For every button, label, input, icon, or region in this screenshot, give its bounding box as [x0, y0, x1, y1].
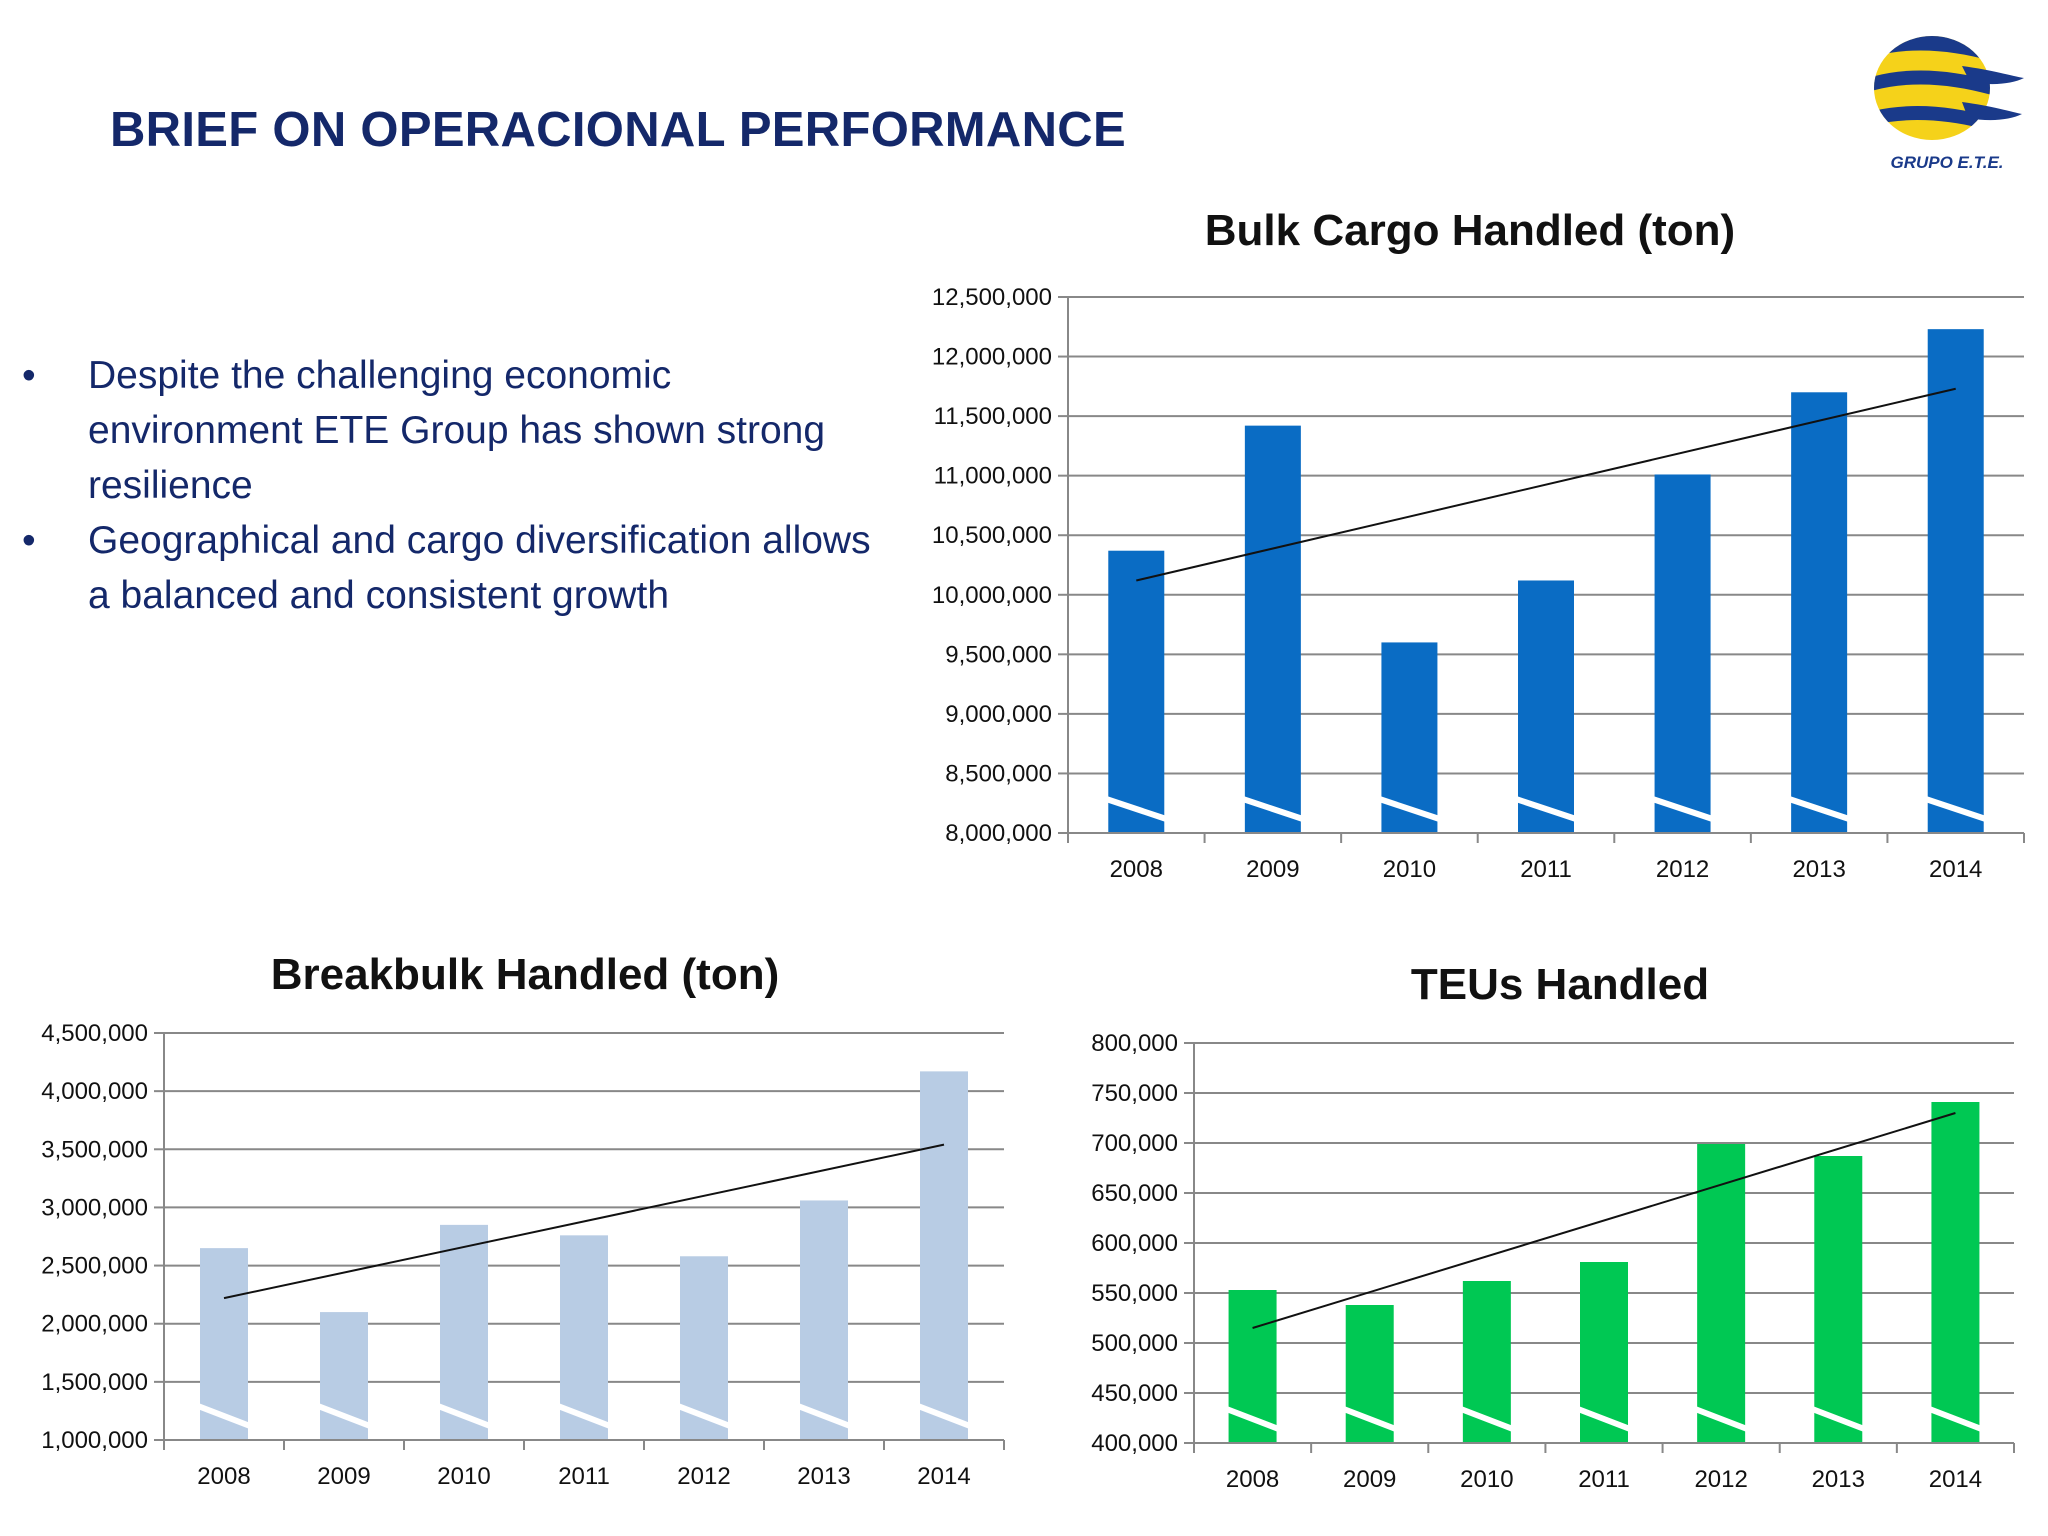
teu-xtick-label: 2013	[1812, 1466, 1865, 1493]
breakbulk-xtick-label: 2010	[437, 1463, 490, 1490]
bulk-chart-title: Bulk Cargo Handled (ton)	[1204, 206, 1736, 255]
bulk-bar-2012	[1654, 474, 1711, 833]
bulk-ytick-label: 12,500,000	[932, 284, 1052, 311]
teu-ytick-label: 750,000	[1091, 1080, 1178, 1107]
bullet-list: Despite the challenging economic environ…	[20, 348, 880, 623]
bulk-axis-break-mark	[1105, 796, 1168, 822]
bullet-item: Geographical and cargo diversification a…	[20, 513, 880, 623]
teu-xtick-label: 2009	[1343, 1466, 1396, 1493]
teu-xtick-label: 2008	[1226, 1466, 1279, 1493]
bulk-ytick-label: 9,000,000	[945, 701, 1052, 728]
bulk-axis-break-mark	[1515, 796, 1577, 822]
breakbulk-ytick-label: 3,000,000	[41, 1194, 148, 1221]
bulk-bar-2009	[1244, 425, 1301, 833]
breakbulk-bar-2011	[560, 1235, 608, 1440]
bulk-xtick-label: 2009	[1246, 856, 1299, 883]
bulk-xtick-label: 2014	[1929, 856, 1982, 883]
teu-ytick-label: 450,000	[1091, 1380, 1178, 1407]
bulk-xtick-label: 2010	[1383, 856, 1436, 883]
teu-xtick-label: 2012	[1694, 1466, 1747, 1493]
bulk-xtick-label: 2008	[1110, 856, 1163, 883]
breakbulk-xtick-label: 2013	[797, 1463, 850, 1490]
teu-xtick-label: 2011	[1578, 1466, 1630, 1493]
breakbulk-ytick-label: 3,500,000	[41, 1136, 148, 1163]
bulk-bar-2013	[1791, 392, 1848, 833]
breakbulk-bar-2013	[800, 1200, 848, 1440]
bulk-bar-2008	[1108, 550, 1165, 833]
bulk-bar-2014	[1927, 329, 1984, 833]
breakbulk-axis-break-mark	[796, 1403, 852, 1429]
teu-axis-break-mark	[1928, 1406, 1983, 1432]
teu-axis-break-mark	[1459, 1406, 1514, 1432]
teu-ytick-label: 600,000	[1091, 1230, 1178, 1257]
teu-chart-title: TEUs Handled	[1410, 960, 1710, 1009]
bulk-axis-break-mark	[1378, 796, 1441, 822]
bulk-ytick-label: 11,000,000	[934, 463, 1052, 490]
breakbulk-ytick-label: 4,000,000	[41, 1078, 148, 1105]
teu-bar-2013	[1814, 1156, 1863, 1443]
breakbulk-xtick-label: 2009	[317, 1463, 370, 1490]
breakbulk-ytick-label: 2,500,000	[41, 1253, 148, 1280]
bulk-ytick-label: 10,000,000	[932, 582, 1052, 609]
teu-xtick-label: 2014	[1929, 1466, 1982, 1493]
teu-ytick-label: 650,000	[1091, 1180, 1178, 1207]
bulk-axis-break-mark	[1241, 796, 1304, 822]
teu-ytick-label: 400,000	[1091, 1430, 1178, 1457]
breakbulk-chart-title: Breakbulk Handled (ton)	[270, 950, 780, 999]
teu-bar-2014	[1931, 1102, 1980, 1443]
teu-axis-break-mark	[1811, 1406, 1866, 1432]
teu-ytick-label: 550,000	[1091, 1280, 1178, 1307]
bulk-axis-break-mark	[1924, 796, 1987, 822]
breakbulk-xtick-label: 2012	[677, 1463, 730, 1490]
bulk-bar-2011	[1518, 580, 1574, 833]
teu-axis-break-mark	[1694, 1406, 1749, 1432]
bulk-ytick-label: 11,500,000	[934, 403, 1052, 430]
breakbulk-axis-break-mark	[196, 1403, 252, 1429]
teu-axis-break-mark	[1225, 1406, 1280, 1432]
breakbulk-axis-break-mark	[916, 1403, 972, 1429]
teu-ytick-label: 800,000	[1091, 1030, 1178, 1057]
bulk-axis-break-mark	[1651, 796, 1714, 822]
breakbulk-ytick-label: 1,000,000	[41, 1427, 148, 1454]
teu-axis-break-mark	[1576, 1406, 1632, 1432]
bulk-ytick-label: 8,500,000	[945, 760, 1052, 787]
bullet-item: Despite the challenging economic environ…	[20, 348, 880, 513]
bulk-ytick-label: 12,000,000	[932, 344, 1052, 371]
teu-ytick-label: 500,000	[1091, 1330, 1178, 1357]
breakbulk-axis-break-mark	[676, 1403, 732, 1429]
bulk-trendline	[1136, 387, 1956, 582]
bulk-xtick-label: 2012	[1656, 856, 1709, 883]
breakbulk-xtick-label: 2008	[197, 1463, 250, 1490]
teu-axis-break-mark	[1342, 1406, 1397, 1432]
page-title: BRIEF ON OPERACIONAL PERFORMANCE	[110, 103, 1126, 157]
breakbulk-xtick-label: 2014	[917, 1463, 970, 1490]
breakbulk-ytick-label: 1,500,000	[41, 1369, 148, 1396]
grupo-ete-logo-icon: GRUPO E.T.E.	[1874, 36, 2024, 172]
bulk-xtick-label: 2013	[1792, 856, 1845, 883]
svg-text:GRUPO E.T.E.: GRUPO E.T.E.	[1890, 153, 2003, 172]
breakbulk-axis-break-mark	[316, 1403, 372, 1429]
breakbulk-axis-break-mark	[436, 1403, 492, 1429]
breakbulk-trendline	[223, 1143, 945, 1300]
breakbulk-bar-2014	[920, 1071, 968, 1440]
breakbulk-xtick-label: 2011	[558, 1463, 610, 1490]
bulk-ytick-label: 10,500,000	[932, 522, 1052, 549]
teu-xtick-label: 2010	[1460, 1466, 1513, 1493]
bulk-ytick-label: 9,500,000	[945, 641, 1052, 668]
breakbulk-axis-break-mark	[556, 1403, 612, 1429]
breakbulk-ytick-label: 4,500,000	[41, 1020, 148, 1047]
teu-ytick-label: 700,000	[1091, 1130, 1178, 1157]
breakbulk-bar-2010	[440, 1224, 488, 1440]
bulk-xtick-label: 2011	[1520, 856, 1572, 883]
teu-bar-2012	[1697, 1144, 1746, 1443]
teu-trendline	[1252, 1112, 1956, 1329]
breakbulk-ytick-label: 2,000,000	[41, 1311, 148, 1338]
bulk-ytick-label: 8,000,000	[945, 820, 1052, 847]
bulk-axis-break-mark	[1788, 796, 1851, 822]
